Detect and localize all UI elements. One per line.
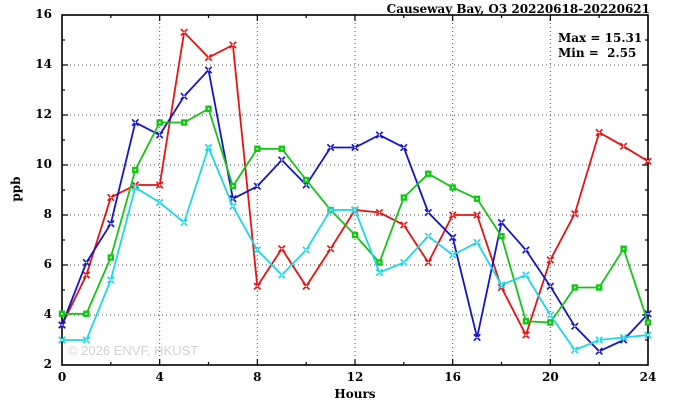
watermark: © 2026 ENVF, HKUST	[68, 343, 199, 358]
y-tick-label: 8	[43, 207, 52, 221]
x-tick-label: 8	[253, 370, 262, 384]
max-value-label: Max = 15.31	[558, 31, 643, 45]
min-value-label: Min = 2.55	[558, 46, 637, 60]
x-tick-label: 20	[541, 370, 559, 384]
x-axis-label: Hours	[334, 387, 376, 401]
plot-border	[61, 14, 649, 366]
x-tick-label: 12	[346, 370, 364, 384]
y-tick-label: 12	[35, 107, 52, 121]
gridlines	[62, 15, 648, 365]
x-tick-label: 4	[155, 370, 164, 384]
max-min-annotation: Max = 15.31 Min = 2.55	[558, 31, 642, 61]
y-tick-label: 6	[43, 257, 52, 271]
blue-series	[58, 66, 652, 356]
y-tick-label: 16	[35, 7, 52, 21]
y-tick-label: 14	[35, 57, 52, 71]
green-series	[58, 105, 652, 326]
y-tick-label: 2	[43, 357, 52, 371]
x-tick-label: 0	[57, 370, 67, 384]
x-tick-label: 24	[639, 370, 657, 384]
y-axis-label: ppb	[9, 176, 23, 202]
y-tick-label: 4	[43, 307, 52, 321]
y-tick-label: 10	[35, 157, 52, 171]
x-tick-label: 16	[444, 370, 461, 384]
chart-title: Causeway Bay, O3 20220618-20220621	[386, 2, 650, 16]
cyan-series	[58, 143, 652, 354]
